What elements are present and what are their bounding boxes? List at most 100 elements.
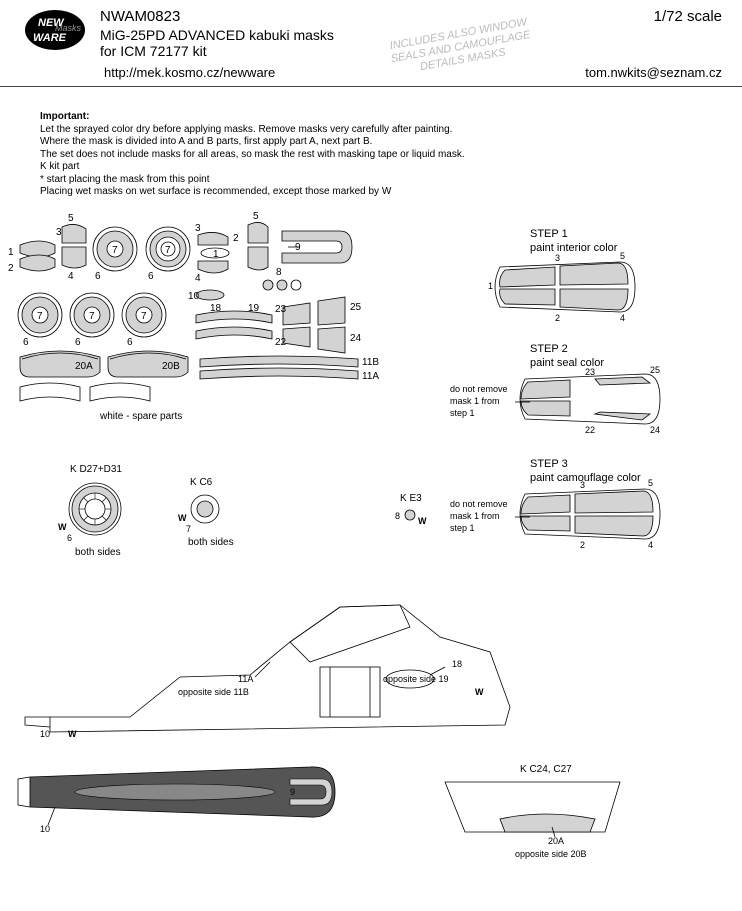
part-label: 2 [8, 263, 14, 274]
aircraft-label: 10 [40, 824, 50, 834]
important-line: * start placing the mask from this point [40, 174, 722, 187]
aircraft-label: 20A [548, 836, 564, 846]
mask-shape [198, 232, 228, 245]
aircraft-label: 10 [40, 729, 50, 739]
circle-mask-group: 7 6 [146, 227, 190, 282]
mask-shape [318, 297, 345, 325]
part-label: 5 [253, 211, 259, 222]
part-label: 6 [23, 337, 29, 348]
part-label: 18 [210, 303, 222, 314]
part-label: 8 [395, 511, 400, 521]
diagram-svg: 1 2 5 4 3 7 6 7 6 3 2 1 4 5 9 7 6 7 6 7 … [0, 207, 742, 907]
mask-shape [291, 280, 301, 290]
circle-mask-group: 7 6 [70, 293, 114, 348]
important-line: K kit part [40, 161, 722, 174]
aircraft-label: 9 [290, 787, 295, 797]
important-line: Placing wet masks on wet surface is reco… [40, 186, 722, 199]
mask-shape [283, 327, 310, 347]
scale-label: 1/72 scale [654, 8, 722, 25]
mask-shape [405, 510, 415, 520]
mask-shape [263, 280, 273, 290]
part-label: 9 [295, 242, 301, 253]
w-marker: W [68, 729, 77, 739]
step-note: step 1 [450, 408, 475, 418]
part-label: 20A [75, 361, 93, 372]
step1-diagram: 1 3 5 2 4 [488, 251, 635, 323]
part-label: 5 [648, 478, 653, 488]
w-marker: W [418, 516, 427, 526]
part-label: 3 [580, 480, 585, 490]
important-block: Important: Let the sprayed color dry bef… [0, 87, 742, 207]
circle-mask-group: 7 6 [93, 227, 137, 282]
kit-label: K E3 [400, 493, 422, 504]
part-label: 5 [68, 213, 74, 224]
part-label: 20B [162, 361, 180, 372]
step-note: do not remove [450, 499, 508, 509]
part-label: 2 [580, 540, 585, 550]
important-line: Where the mask is divided into A and B p… [40, 136, 722, 149]
step-title: STEP 1 [530, 228, 568, 240]
mask-shape [196, 311, 272, 323]
part-label: 22 [585, 425, 595, 435]
part-label: 7 [112, 245, 118, 256]
circle-mask-group: 7 6 [18, 293, 62, 348]
aircraft-top-view: 9 10 [18, 766, 335, 833]
mask-shape [200, 368, 358, 379]
aircraft-label: 18 [452, 659, 462, 669]
mask-shape [196, 327, 272, 339]
step3-diagram: 3 5 2 4 [515, 478, 660, 550]
mask-shape [248, 247, 268, 270]
part-label: 25 [350, 302, 362, 313]
small-wheel [191, 495, 219, 523]
part-label: 24 [350, 333, 362, 344]
mask-shape [196, 290, 224, 300]
mask-shape [283, 303, 310, 325]
url-row: http://mek.kosmo.cz/newware tom.nwkits@s… [0, 63, 742, 87]
aircraft-label: 11A [238, 674, 253, 684]
w-marker: W [58, 522, 67, 532]
mask-shape [62, 224, 86, 243]
part-label: 1 [213, 249, 219, 260]
step-text: paint interior color [530, 242, 618, 254]
step2-diagram: 23 25 22 24 [515, 365, 660, 435]
part-label: 4 [68, 271, 74, 282]
mask-shape [277, 280, 287, 290]
header-block: NEW Masks WARE NWAM0823 MiG-25PD ADVANCE… [0, 0, 742, 63]
logo-bot: WARE [33, 32, 67, 44]
w-marker: W [178, 513, 187, 523]
mask-shape [200, 356, 358, 367]
important-heading: Important: [40, 111, 89, 122]
mask-shape [20, 255, 55, 271]
part-label: 1 [488, 281, 493, 291]
step-note: step 1 [450, 523, 475, 533]
part-label: 4 [648, 540, 653, 550]
part-label: 6 [127, 337, 133, 348]
part-label: 4 [620, 313, 625, 323]
mask-shape [62, 247, 86, 268]
part-label: 3 [195, 223, 201, 234]
step-note: mask 1 from [450, 511, 500, 521]
part-label: 6 [75, 337, 81, 348]
w-marker: W [475, 687, 484, 697]
important-line: Let the sprayed color dry before applyin… [40, 124, 722, 137]
step-title: STEP 2 [530, 343, 568, 355]
logo: NEW Masks WARE [20, 8, 90, 58]
part-label: 7 [186, 524, 191, 534]
fin-diagram: 20A opposite side 20B [445, 782, 620, 859]
wheel-diagram [69, 483, 121, 535]
part-label: 23 [275, 304, 287, 315]
part-label: 3 [555, 253, 560, 263]
part-label: 25 [650, 365, 660, 375]
both-sides: both sides [188, 537, 234, 548]
part-label: 7 [141, 311, 147, 322]
part-label: 11B [362, 357, 379, 368]
mask-shape [248, 222, 268, 243]
aircraft-label: opposite side 20B [515, 849, 587, 859]
kit-label: K D27+D31 [70, 464, 122, 475]
part-label: 19 [248, 303, 260, 314]
part-label: 2 [555, 313, 560, 323]
part-label: 7 [37, 311, 43, 322]
part-label: 1 [8, 247, 14, 258]
part-label: 7 [89, 311, 95, 322]
part-label: 22 [275, 337, 287, 348]
